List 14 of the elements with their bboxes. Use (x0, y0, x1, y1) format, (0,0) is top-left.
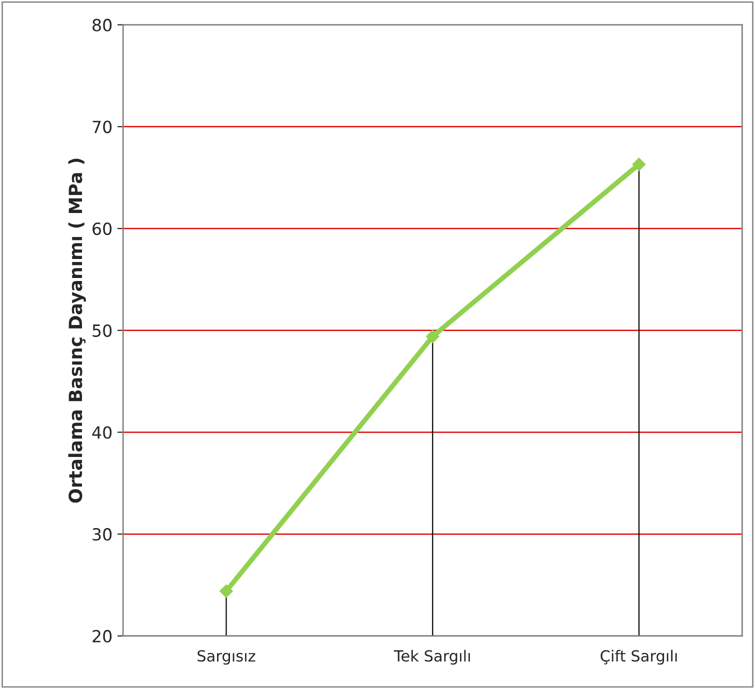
y-axis-title: Ortalama Basınç Dayanımı ( MPa ) (68, 158, 86, 503)
y-tick-label: 30 (92, 528, 112, 541)
x-tick-label: Tek Sargılı (394, 650, 470, 665)
x-tick-label: Sargısız (198, 650, 256, 665)
y-tick-label: 80 (92, 18, 112, 32)
point (220, 584, 233, 598)
y-tick-label: 60 (92, 222, 112, 236)
y-tick-label: 20 (92, 630, 112, 643)
y-tick-label: 70 (92, 120, 112, 134)
point (632, 158, 646, 171)
y-tick-label: 50 (92, 324, 112, 337)
x-tick-label: Çift Sargılı (600, 650, 677, 665)
y-tick-label: 40 (92, 426, 112, 439)
point (426, 330, 440, 344)
